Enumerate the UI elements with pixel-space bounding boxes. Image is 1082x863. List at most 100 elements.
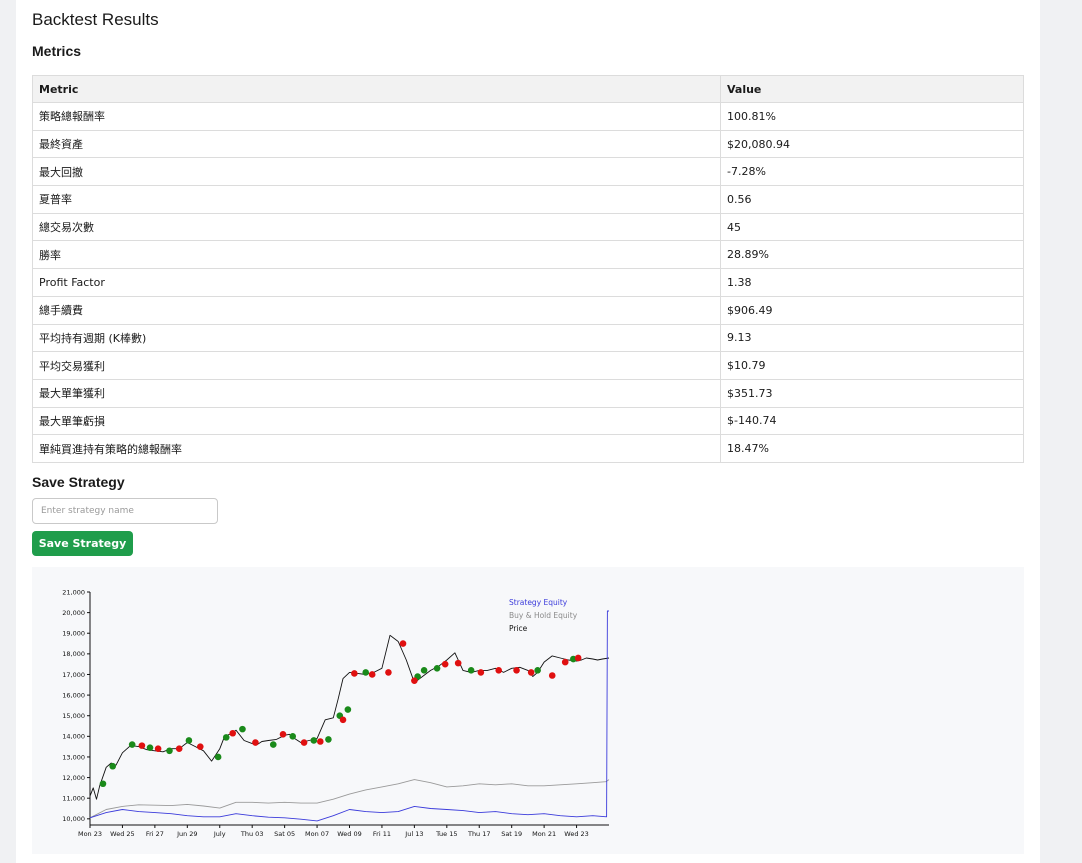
metric-name: 總手續費 <box>32 295 721 325</box>
sell-signal-marker <box>561 658 569 666</box>
metric-name: 夏普率 <box>32 185 721 214</box>
buy-signal-marker <box>310 737 318 744</box>
metric-value: 100.81% <box>720 102 1024 131</box>
sell-signal-marker <box>279 730 287 738</box>
y-tick-label: 11,000 <box>62 794 85 802</box>
table-header-row: Metric Value <box>32 75 1024 103</box>
metrics-table: Metric Value 策略總報酬率 100.81% 最終資產 $20,080.9… <box>32 75 1024 463</box>
chart-legend: Strategy Equity Buy & Hold Equity Price <box>509 598 578 633</box>
table-row: 夏普率 0.56 <box>32 185 1024 214</box>
table-row: 勝率 28.89% <box>32 240 1024 270</box>
legend-buy-hold-equity: Buy & Hold Equity <box>509 611 578 620</box>
metric-name: 最大回撤 <box>32 157 721 187</box>
metric-name: 最終資產 <box>32 129 721 159</box>
metric-value: $906.49 <box>720 295 1024 325</box>
sell-signal-marker <box>548 672 556 679</box>
column-header-value: Value <box>720 75 1024 103</box>
x-tick-label: Fri 11 <box>373 830 391 838</box>
buy-hold-equity-line <box>89 779 610 819</box>
table-row: Profit Factor 1.38 <box>32 268 1024 297</box>
x-tick-label: Sat 05 <box>274 830 295 838</box>
metric-name: 平均持有週期 (K棒數) <box>32 323 721 353</box>
sell-signal-marker <box>175 745 183 753</box>
metric-value: 45 <box>720 212 1024 242</box>
buy-signal-marker <box>146 744 154 751</box>
sell-signal-marker <box>513 667 520 674</box>
sell-signal-marker <box>138 742 146 749</box>
buy-signal-marker <box>467 667 475 674</box>
metric-name: 勝率 <box>32 240 721 270</box>
metric-name: 總交易次數 <box>32 212 721 242</box>
strategy-equity-line <box>89 610 609 822</box>
y-tick-label: 10,000 <box>62 815 85 823</box>
metric-value: $351.73 <box>720 378 1024 408</box>
strategy-name-input[interactable] <box>32 498 218 524</box>
save-strategy-button[interactable]: Save Strategy <box>32 531 133 556</box>
equity-price-chart: 21,000 20,000 19,000 18,000 17,000 16,000 15,0… <box>62 588 610 838</box>
backtest-chart: 21,000 20,000 19,000 18,000 17,000 16,000 15,0… <box>32 567 1024 854</box>
x-tick-label: Jun 29 <box>176 830 198 838</box>
metric-value: 28.89% <box>720 240 1024 270</box>
table-row: 最大單筆虧損 $-140.74 <box>32 406 1024 436</box>
buy-signal-marker <box>269 741 277 748</box>
series-layer <box>89 610 610 822</box>
sell-signal-marker <box>154 745 162 753</box>
table-row: 平均持有週期 (K棒數) 9.13 <box>32 323 1024 353</box>
x-tick-label: Mon 21 <box>532 830 556 838</box>
sell-signal-marker <box>477 669 485 676</box>
y-tick-label: 15,000 <box>62 712 85 720</box>
y-axis: 21,000 20,000 19,000 18,000 17,000 16,000 15,0… <box>62 588 91 825</box>
sell-signal-marker <box>527 669 535 676</box>
metric-value: -7.28% <box>720 157 1024 187</box>
y-tick-label: 17,000 <box>62 671 85 679</box>
buy-signal-marker <box>214 753 222 761</box>
table-row: 策略總報酬率 100.81% <box>32 102 1024 131</box>
x-tick-label: Thu 17 <box>467 830 491 838</box>
metric-value: $10.79 <box>720 351 1024 380</box>
table-row: 最終資產 $20,080.94 <box>32 129 1024 159</box>
x-tick-label: Wed 23 <box>564 830 589 838</box>
sell-signal-marker <box>339 716 347 724</box>
metric-name: 單純買進持有策略的總報酬率 <box>32 434 721 463</box>
x-tick-label: Mon 07 <box>305 830 329 838</box>
buy-signal-marker <box>344 706 352 713</box>
metric-name: 最大單筆獲利 <box>32 378 721 408</box>
table-row: 平均交易獲利 $10.79 <box>32 351 1024 380</box>
metrics-heading: Metrics <box>32 43 82 59</box>
buy-signal-marker <box>239 725 246 733</box>
buy-signal-marker <box>433 664 441 672</box>
buy-signal-marker <box>128 741 136 748</box>
table-row: 總交易次數 45 <box>32 212 1024 242</box>
sell-signal-marker <box>574 654 582 662</box>
sell-signal-marker <box>495 667 503 674</box>
sell-signal-marker <box>300 739 308 746</box>
metric-name: 平均交易獲利 <box>32 351 721 380</box>
sell-signal-marker <box>229 729 237 737</box>
column-header-metric: Metric <box>32 75 721 103</box>
signals-layer <box>99 640 582 788</box>
metric-value: 1.38 <box>720 268 1024 297</box>
price-line <box>89 634 610 800</box>
metric-name: 策略總報酬率 <box>32 102 721 131</box>
results-panel: Backtest Results Metrics Metric Value 策略… <box>16 0 1040 863</box>
buy-signal-marker <box>109 762 117 770</box>
y-tick-label: 19,000 <box>62 630 85 638</box>
sell-signal-marker <box>317 738 324 745</box>
metric-value: 18.47% <box>720 434 1024 463</box>
sell-signal-marker <box>252 739 259 746</box>
x-tick-label: Mon 23 <box>78 830 102 838</box>
x-tick-label: Sat 19 <box>501 830 522 838</box>
buy-signal-marker <box>362 669 370 676</box>
metric-name: 最大單筆虧損 <box>32 406 721 436</box>
buy-signal-marker <box>222 734 230 741</box>
save-strategy-heading: Save Strategy <box>32 474 125 490</box>
legend-price: Price <box>509 624 528 633</box>
page-title: Backtest Results <box>32 10 159 29</box>
buy-signal-marker <box>289 733 297 740</box>
y-tick-label: 16,000 <box>62 691 85 699</box>
buy-signal-marker <box>534 667 541 674</box>
table-row: 最大回撤 -7.28% <box>32 157 1024 187</box>
table-row: 單純買進持有策略的總報酬率 18.47% <box>32 434 1024 463</box>
sell-signal-marker <box>385 669 392 676</box>
x-axis: Mon 23 Wed 25 Fri 27 Jun 29 July Thu 03 Sat 05… <box>78 824 609 838</box>
